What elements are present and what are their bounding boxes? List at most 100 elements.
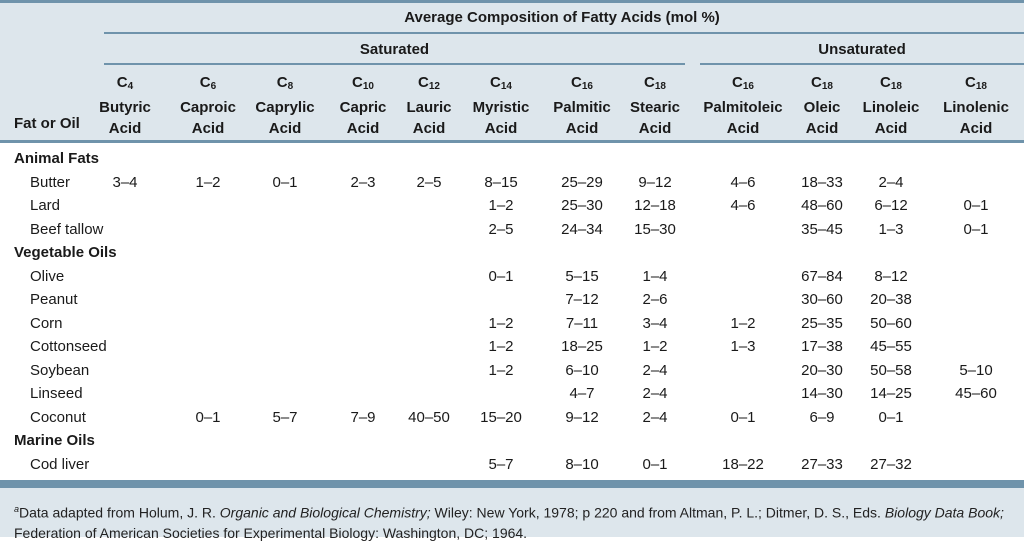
table-cell: 5–15 [565, 267, 599, 285]
table-cell: 2–4 [642, 385, 668, 402]
table-cell: 7–9 [350, 408, 376, 426]
table-cell: 7–12 [565, 291, 599, 308]
table-cell: 14–30 [801, 385, 843, 402]
table-cell: 8–15 [484, 173, 518, 191]
acid-name: Linolenic [943, 99, 1009, 116]
table-cell: 18–25 [561, 338, 603, 355]
footnote-text-3: Federation of American Societies for Exp… [14, 524, 528, 541]
table-cell: 4–6 [730, 197, 756, 214]
acid-name: Capric [339, 99, 387, 116]
table-cell: 8–10 [565, 455, 599, 473]
table-cell: 27–33 [801, 455, 843, 473]
table-cell: 4–6 [730, 173, 756, 191]
row-label: Soybean [30, 361, 90, 379]
table-cell: 1–3 [878, 220, 904, 238]
section-title: Animal Fats [14, 150, 100, 167]
super-header-rule [104, 32, 1024, 34]
table-cell: 1–2 [488, 338, 514, 355]
fat-or-oil-header: Fat or Oil [14, 115, 80, 132]
acid-name: Palmitic [553, 99, 611, 116]
row-label: Olive [30, 267, 65, 285]
column-header: C8 Caprylic Acid [240, 72, 330, 139]
footer-rule [0, 480, 1024, 488]
table-cell: 27–32 [870, 455, 912, 473]
acid-name: Caproic [180, 99, 236, 116]
carbon-count: 4 [127, 81, 134, 92]
section-title: Marine Oils [14, 432, 95, 449]
acid-word: Acid [268, 120, 302, 137]
carbon-symbol: C [418, 74, 429, 91]
acid-word: Acid [191, 120, 225, 137]
table-cell: 35–45 [801, 220, 843, 238]
carbon-count: 18 [975, 81, 987, 92]
column-header: C4 Butyric Acid [80, 72, 170, 139]
column-header: C18 Linolenic Acid [931, 72, 1021, 139]
table-cell: 5–10 [959, 361, 993, 379]
table-cell: 6–10 [565, 361, 599, 379]
row-label: Coconut [30, 408, 86, 426]
table-cell: 0–1 [963, 220, 989, 238]
super-header: Average Composition of Fatty Acids (mol … [404, 9, 720, 26]
row-label: Cod liver [30, 455, 90, 473]
table-cell: 0–1 [488, 267, 514, 285]
carbon-symbol: C [880, 74, 891, 91]
table-cell: 2–5 [416, 173, 442, 191]
saturated-rule [104, 63, 685, 65]
table-cell: 20–38 [870, 291, 912, 308]
table-cell: 0–1 [730, 408, 756, 426]
table-cell: 6–9 [809, 408, 835, 426]
group-saturated: Saturated [359, 41, 430, 58]
table-cell: 8–12 [874, 267, 908, 285]
table-cell: 25–30 [561, 197, 603, 214]
carbon-symbol: C [644, 74, 655, 91]
table-cell: 1–2 [642, 338, 668, 355]
table-cell: 2–4 [642, 361, 668, 379]
carbon-count: 16 [742, 81, 754, 92]
group-unsaturated: Unsaturated [818, 41, 906, 58]
acid-word: Acid [726, 120, 760, 137]
table-cell: 9–12 [638, 173, 672, 191]
carbon-count: 6 [210, 81, 217, 92]
row-label: Beef tallow [30, 220, 104, 238]
acid-word: Acid [346, 120, 380, 137]
column-header: C6 Caproic Acid [163, 72, 253, 139]
carbon-symbol: C [352, 74, 363, 91]
column-header: C18 Stearic Acid [610, 72, 700, 139]
table-cell: 30–60 [801, 291, 843, 308]
acid-word: Acid [959, 120, 993, 137]
table-cell: 5–7 [272, 408, 298, 426]
acid-name: Lauric [406, 99, 452, 116]
row-label: Cottonseed [30, 338, 107, 355]
carbon-count: 10 [362, 81, 374, 92]
table-cell: 0–1 [963, 197, 989, 214]
table-cell: 1–2 [195, 173, 221, 191]
table-cell: 15–20 [480, 408, 522, 426]
column-header: C16 Palmitic Acid [537, 72, 627, 139]
acid-word: Acid [108, 120, 142, 137]
table-cell: 18–33 [801, 173, 843, 191]
table-cell: 0–1 [272, 173, 298, 191]
acid-name: Palmitoleic [703, 99, 783, 116]
carbon-count: 12 [428, 81, 440, 92]
table-cell: 20–30 [801, 361, 843, 379]
carbon-symbol: C [199, 74, 211, 91]
row-label: Butter [30, 173, 71, 191]
footnote-book-2: Biology Data Book; [884, 504, 1004, 521]
carbon-symbol: C [116, 74, 128, 91]
acid-word: Acid [412, 120, 446, 137]
table-cell: 24–34 [561, 220, 603, 238]
table-cell: 2–4 [878, 173, 904, 191]
unsaturated-rule [700, 63, 1024, 65]
acid-name: Myristic [472, 99, 530, 116]
acid-word: Acid [638, 120, 672, 137]
acid-name: Oleic [803, 99, 841, 116]
row-label: Lard [30, 197, 61, 214]
table-cell: 3–4 [112, 173, 138, 191]
carbon-count: 18 [654, 81, 666, 92]
footer-background [0, 480, 1024, 537]
carbon-symbol: C [732, 74, 743, 91]
table-cell: 2–6 [642, 291, 668, 308]
acid-name: Caprylic [255, 99, 315, 116]
table-cell: 2–5 [488, 220, 514, 238]
column-header: C16 Palmitoleic Acid [698, 72, 788, 139]
